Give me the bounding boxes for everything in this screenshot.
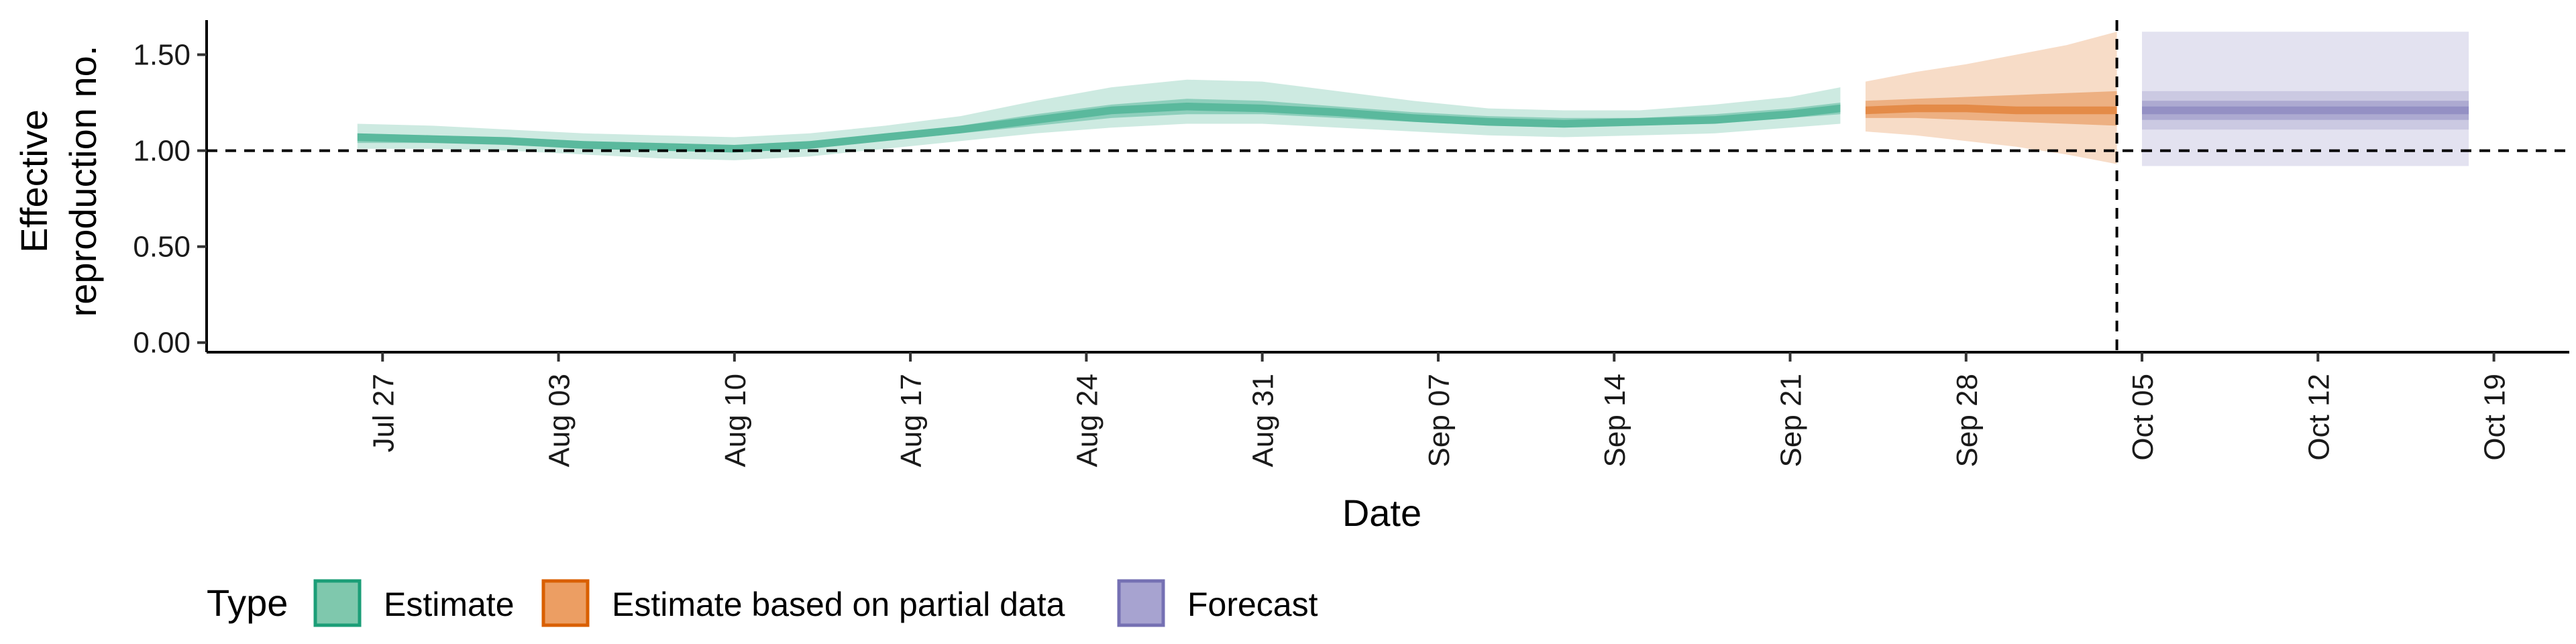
y-tick-label: 1.00 <box>133 135 191 168</box>
outer-credible-band <box>2142 32 2469 166</box>
x-tick-label: Aug 10 <box>719 374 752 467</box>
legend-item: Estimate based on partial data <box>541 579 1065 627</box>
credible-band-90 <box>2142 91 2469 130</box>
legend-title: Type <box>207 582 288 624</box>
y-tick-label: 0.50 <box>133 231 191 264</box>
y-axis-title-line1: Effective <box>13 109 55 253</box>
x-tick-label: Oct 12 <box>2302 374 2335 461</box>
x-tick-label: Aug 03 <box>543 374 576 467</box>
credible-band-50 <box>2142 101 2469 120</box>
x-tick-label: Oct 19 <box>2479 374 2512 461</box>
credible-band-90 <box>1865 32 2117 164</box>
legend-item: Estimate <box>313 579 515 627</box>
y-axis-title-line2: reproduction no. <box>62 46 104 317</box>
credible-band-50 <box>357 99 1841 153</box>
credible-band-90 <box>357 79 1841 160</box>
bands-layer <box>357 32 2469 166</box>
x-tick-label: Aug 17 <box>895 374 928 467</box>
legend-items: Estimate Estimate based on partial data Fo… <box>313 579 1318 627</box>
y-tick-label: 0.00 <box>133 327 191 360</box>
x-tick-label: Sep 21 <box>1774 374 1807 467</box>
x-tick-label: Sep 28 <box>1951 374 1984 467</box>
median-band <box>2142 106 2469 115</box>
series-estimate-based-on-partial-data <box>1865 32 2117 164</box>
x-tick-label: Aug 24 <box>1071 374 1104 467</box>
credible-band-50 <box>1865 91 2117 126</box>
x-tick-label: Oct 05 <box>2127 374 2159 461</box>
legend-label: Estimate based on partial data <box>612 586 1065 623</box>
tick-labels: 0.00 0.50 1.00 1.50 Jul 27 Aug 03 Aug 10 Aug 17… <box>133 39 2511 468</box>
legend-label: Forecast <box>1187 586 1318 623</box>
legend-swatch <box>541 579 590 627</box>
axes <box>205 20 2569 354</box>
series-estimate <box>357 79 1841 160</box>
median-band <box>1865 104 2117 115</box>
legend-label: Estimate <box>384 586 515 623</box>
x-tick-label: Aug 31 <box>1247 374 1280 467</box>
legend: Type Estimate Estimate based on partial d… <box>207 579 1318 627</box>
legend-swatch <box>1117 579 1165 627</box>
y-tick-label: 1.50 <box>133 39 191 72</box>
x-axis-title: Date <box>1342 492 1421 534</box>
series-forecast <box>2142 32 2469 166</box>
legend-item: Forecast <box>1117 579 1318 627</box>
median-band <box>357 103 1841 153</box>
x-tick-label: Sep 14 <box>1599 374 1631 467</box>
x-tick-label: Jul 27 <box>367 374 400 452</box>
legend-swatch <box>313 579 362 627</box>
x-tick-label: Sep 07 <box>1423 374 1456 467</box>
